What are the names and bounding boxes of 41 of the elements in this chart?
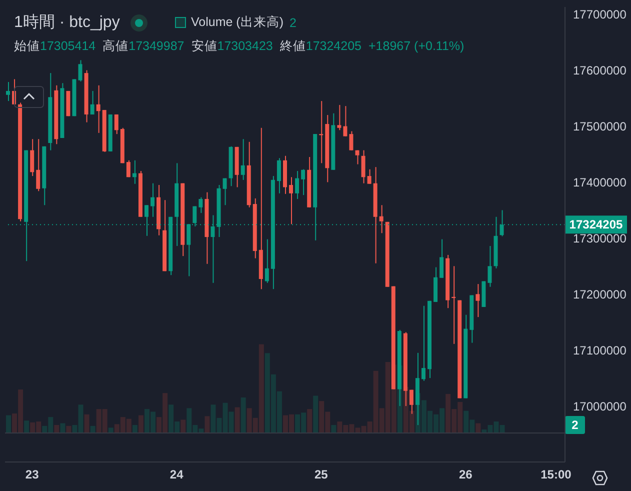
bar <box>240 398 246 433</box>
bar <box>108 428 114 433</box>
x-tick-label: 24 <box>170 468 184 482</box>
y-tick-label: 17600000 <box>573 64 627 78</box>
y-tick-label: 17400000 <box>573 175 627 190</box>
annotation: 安値17303423 <box>191 39 273 53</box>
bar <box>234 407 240 433</box>
bar <box>180 420 186 433</box>
text: 2 <box>290 16 296 30</box>
legend-label: Volume (出来高) <box>191 14 284 31</box>
annotation: 高値17349987 <box>102 39 184 53</box>
bar <box>6 415 11 433</box>
bar <box>331 425 336 433</box>
x-tick-label: 25 <box>314 468 328 482</box>
y-tick-label: 17100000 <box>573 343 627 358</box>
x-tick-label: 23 <box>25 468 40 482</box>
bar <box>90 426 96 433</box>
bar <box>307 409 312 433</box>
x-tick-label: 15:00 <box>540 468 572 482</box>
bar <box>138 415 144 433</box>
y-tick-label: 17200000 <box>573 287 627 302</box>
annotation: +18967 (+0.11%) <box>368 39 464 53</box>
y-tick-label: 17300000 <box>573 231 627 246</box>
bar <box>204 416 210 433</box>
chart-title: 1時間 · btc_jpy <box>14 12 120 33</box>
y-tick-label: 17500000 <box>573 119 627 134</box>
bar <box>132 425 138 433</box>
y-tick-label: 17000000 <box>573 399 627 414</box>
text: 2 <box>572 418 579 432</box>
y-tick-label: 17700000 <box>573 8 627 22</box>
bar <box>60 423 66 433</box>
bar <box>84 414 90 433</box>
bar <box>476 423 481 433</box>
ref-line-label: 17324205 <box>569 218 624 232</box>
bar <box>313 396 318 433</box>
bar <box>54 425 60 433</box>
bar <box>24 420 30 433</box>
annotation: 始値17305414 <box>14 39 96 53</box>
bar <box>66 426 72 433</box>
x-tick-label: 26 <box>458 468 473 482</box>
annotation: 終値17324205 <box>280 39 362 53</box>
